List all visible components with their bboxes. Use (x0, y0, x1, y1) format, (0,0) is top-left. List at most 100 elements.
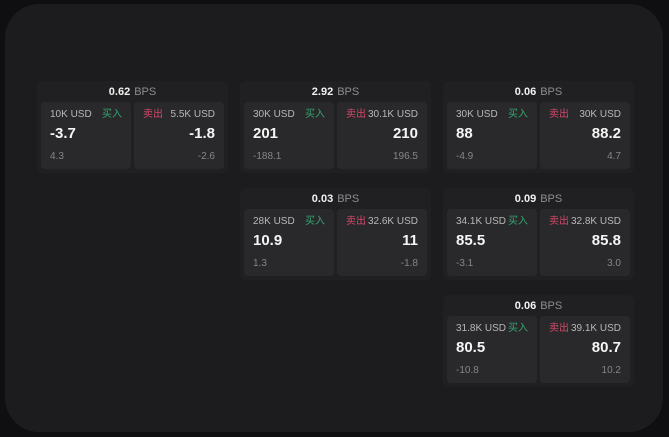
buy-amount: 30K USD (253, 109, 295, 120)
sell-amount: 39.1K USD (570, 323, 621, 334)
sell-change: 4.7 (607, 151, 621, 162)
card-header: 0.03 BPS (240, 188, 431, 209)
sell-price: 88.2 (591, 125, 621, 142)
sell-panel[interactable]: 卖出 5.5K USD -1.8 -2.6 (134, 102, 224, 169)
buy-panel[interactable]: 34.1K USD 买入 85.5 -3.1 (447, 209, 537, 276)
sell-amount: 32.8K USD (570, 216, 621, 227)
buy-side-label: 买入 (508, 216, 528, 227)
buy-amount: 28K USD (253, 216, 295, 227)
card-header: 0.62 BPS (37, 81, 228, 102)
buy-panel-header: 30K USD 买入 (253, 109, 325, 121)
bps-unit-label: BPS (540, 299, 563, 312)
sell-price: 85.8 (591, 232, 621, 249)
buy-price: 85.5 (456, 232, 486, 249)
quote-card: 0.06 BPS 31.8K USD 买入 80.5 -10.8 卖出 39.1… (443, 295, 634, 387)
quote-card: 0.62 BPS 10K USD 买入 -3.7 4.3 卖出 5.5K USD… (37, 81, 228, 173)
sell-change: 196.5 (392, 151, 418, 162)
card-body: 30K USD 买入 201 -188.1 卖出 30.1K USD 210 1… (240, 102, 431, 173)
quote-card: 2.92 BPS 30K USD 买入 201 -188.1 卖出 30.1K … (240, 81, 431, 173)
sell-panel[interactable]: 卖出 32.8K USD 85.8 3.0 (540, 209, 630, 276)
sell-side-label: 卖出 (346, 109, 366, 120)
bps-value: 2.92 (311, 85, 334, 98)
buy-change: -188.1 (253, 151, 282, 162)
sell-side-label: 卖出 (143, 109, 163, 120)
sell-price: 11 (402, 232, 418, 249)
buy-price: 201 (253, 125, 279, 142)
buy-change: 4.3 (50, 151, 64, 162)
bps-value: 0.62 (108, 85, 131, 98)
sell-side-label: 卖出 (549, 109, 569, 120)
app-surface: 0.62 BPS 10K USD 买入 -3.7 4.3 卖出 5.5K USD… (5, 4, 663, 432)
sell-panel-header: 卖出 5.5K USD (143, 109, 215, 121)
quote-card: 0.09 BPS 34.1K USD 买入 85.5 -3.1 卖出 32.8K… (443, 188, 634, 280)
sell-change: -1.8 (400, 258, 418, 269)
buy-panel-header: 28K USD 买入 (253, 216, 325, 228)
bps-unit-label: BPS (337, 85, 360, 98)
sell-panel-header: 卖出 30.1K USD (346, 109, 418, 121)
sell-side-label: 卖出 (549, 216, 569, 227)
sell-amount: 5.5K USD (170, 109, 215, 120)
card-body: 34.1K USD 买入 85.5 -3.1 卖出 32.8K USD 85.8… (443, 209, 634, 280)
sell-panel[interactable]: 卖出 39.1K USD 80.7 10.2 (540, 316, 630, 383)
card-header: 0.09 BPS (443, 188, 634, 209)
bps-value: 0.03 (311, 192, 334, 205)
bps-unit-label: BPS (134, 85, 157, 98)
bps-value: 0.06 (514, 85, 537, 98)
buy-side-label: 买入 (305, 216, 325, 227)
sell-panel-header: 卖出 30K USD (549, 109, 621, 121)
card-body: 31.8K USD 买入 80.5 -10.8 卖出 39.1K USD 80.… (443, 316, 634, 387)
buy-panel-header: 10K USD 买入 (50, 109, 122, 121)
sell-panel[interactable]: 卖出 30.1K USD 210 196.5 (337, 102, 427, 169)
buy-panel[interactable]: 10K USD 买入 -3.7 4.3 (41, 102, 131, 169)
sell-price: 210 (392, 125, 418, 142)
sell-panel[interactable]: 卖出 30K USD 88.2 4.7 (540, 102, 630, 169)
buy-price: 10.9 (253, 232, 283, 249)
sell-change: -2.6 (197, 151, 215, 162)
buy-side-label: 买入 (508, 109, 528, 120)
sell-amount: 30.1K USD (367, 109, 418, 120)
sell-panel-header: 卖出 32.8K USD (549, 216, 621, 228)
buy-change: -10.8 (456, 365, 479, 376)
sell-side-label: 卖出 (549, 323, 569, 334)
buy-side-label: 买入 (508, 323, 528, 334)
card-body: 28K USD 买入 10.9 1.3 卖出 32.6K USD 11 -1.8 (240, 209, 431, 280)
buy-panel[interactable]: 28K USD 买入 10.9 1.3 (244, 209, 334, 276)
card-header: 0.06 BPS (443, 295, 634, 316)
cards-grid: 0.62 BPS 10K USD 买入 -3.7 4.3 卖出 5.5K USD… (5, 4, 663, 432)
sell-change: 10.2 (601, 365, 621, 376)
buy-change: 1.3 (253, 258, 267, 269)
buy-price: -3.7 (50, 125, 76, 142)
card-header: 2.92 BPS (240, 81, 431, 102)
sell-panel[interactable]: 卖出 32.6K USD 11 -1.8 (337, 209, 427, 276)
card-body: 30K USD 买入 88 -4.9 卖出 30K USD 88.2 4.7 (443, 102, 634, 173)
bps-value: 0.06 (514, 299, 537, 312)
buy-panel[interactable]: 31.8K USD 买入 80.5 -10.8 (447, 316, 537, 383)
sell-price: 80.7 (591, 339, 621, 356)
buy-side-label: 买入 (102, 109, 122, 120)
buy-panel-header: 31.8K USD 买入 (456, 323, 528, 335)
buy-panel-header: 34.1K USD 买入 (456, 216, 528, 228)
sell-amount: 32.6K USD (367, 216, 418, 227)
bps-value: 0.09 (514, 192, 537, 205)
quote-card: 0.03 BPS 28K USD 买入 10.9 1.3 卖出 32.6K US… (240, 188, 431, 280)
buy-change: -4.9 (456, 151, 474, 162)
buy-panel[interactable]: 30K USD 买入 201 -188.1 (244, 102, 334, 169)
buy-price: 80.5 (456, 339, 486, 356)
buy-price: 88 (456, 125, 473, 142)
buy-amount: 10K USD (50, 109, 92, 120)
buy-amount: 31.8K USD (456, 323, 507, 334)
sell-change: 3.0 (607, 258, 621, 269)
buy-change: -3.1 (456, 258, 474, 269)
quote-card: 0.06 BPS 30K USD 买入 88 -4.9 卖出 30K USD 8… (443, 81, 634, 173)
sell-panel-header: 卖出 39.1K USD (549, 323, 621, 335)
sell-amount: 30K USD (579, 109, 621, 120)
sell-price: -1.8 (189, 125, 215, 142)
sell-side-label: 卖出 (346, 216, 366, 227)
buy-panel-header: 30K USD 买入 (456, 109, 528, 121)
buy-panel[interactable]: 30K USD 买入 88 -4.9 (447, 102, 537, 169)
buy-amount: 34.1K USD (456, 216, 507, 227)
bps-unit-label: BPS (540, 192, 563, 205)
card-body: 10K USD 买入 -3.7 4.3 卖出 5.5K USD -1.8 -2.… (37, 102, 228, 173)
bps-unit-label: BPS (337, 192, 360, 205)
sell-panel-header: 卖出 32.6K USD (346, 216, 418, 228)
